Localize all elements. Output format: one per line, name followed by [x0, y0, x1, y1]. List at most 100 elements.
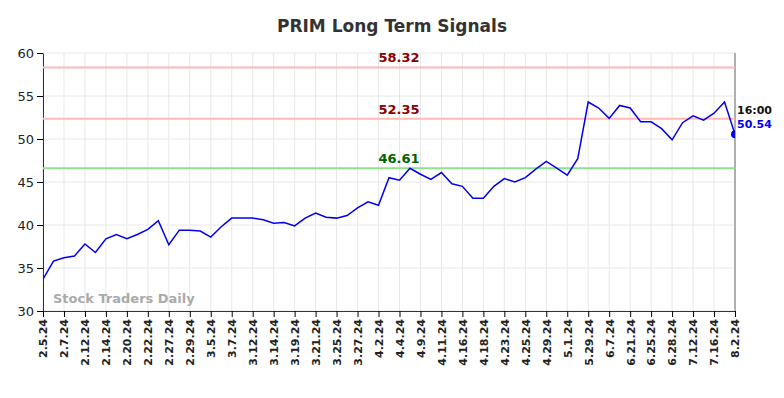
reference-line	[43, 66, 735, 68]
grid-line	[252, 53, 253, 311]
y-tick: 40	[17, 218, 43, 233]
x-tick: 3.14.24	[268, 311, 281, 366]
x-tick-label: 5.1.24	[562, 319, 575, 358]
grid-line	[420, 53, 421, 311]
x-tick-mark	[693, 311, 694, 317]
grid-line	[43, 225, 735, 226]
x-tick-mark	[106, 311, 107, 317]
x-tick: 6.28.24	[666, 311, 679, 366]
time-label: 16:00	[737, 104, 772, 117]
x-tick: 5.1.24	[562, 311, 575, 358]
x-tick-label: 7.12.24	[687, 319, 700, 366]
grid-line	[315, 53, 316, 311]
grid-line	[378, 53, 379, 311]
x-tick-mark	[190, 311, 191, 317]
grid-line	[43, 96, 735, 97]
x-tick-mark	[85, 311, 86, 317]
grid-line	[693, 53, 694, 311]
y-tick-mark	[37, 96, 43, 97]
x-tick-label: 5.29.24	[583, 319, 596, 366]
x-tick-mark	[127, 311, 128, 317]
grid-line	[231, 53, 232, 311]
grid-line	[273, 53, 274, 311]
y-tick: 30	[17, 304, 43, 319]
x-tick: 2.7.24	[58, 311, 71, 358]
x-tick: 4.2.24	[373, 311, 386, 358]
y-tick-mark	[37, 268, 43, 269]
y-axis: 30354045505560	[17, 46, 43, 319]
x-tick: 6.25.24	[645, 311, 658, 366]
last-point	[731, 130, 735, 138]
x-tick-mark	[420, 311, 421, 317]
grid-line	[735, 53, 736, 311]
x-tick: 3.27.24	[352, 311, 365, 366]
x-tick-mark	[462, 311, 463, 317]
x-tick: 4.18.24	[478, 311, 491, 366]
x-tick: 3.25.24	[331, 311, 344, 366]
watermark: Stock Traders Daily	[53, 291, 195, 306]
grid-line	[43, 311, 735, 312]
x-tick: 8.2.24	[729, 311, 742, 358]
y-tick-label: 30	[17, 304, 34, 319]
x-tick: 3.7.24	[226, 311, 239, 358]
x-tick-label: 4.25.24	[520, 319, 533, 366]
x-tick-label: 3.19.24	[289, 319, 302, 366]
y-tick-label: 60	[17, 46, 34, 61]
x-tick-mark	[232, 311, 233, 317]
x-tick-mark	[399, 311, 400, 317]
grid-line	[168, 53, 169, 311]
x-tick-mark	[441, 311, 442, 317]
x-tick-mark	[316, 311, 317, 317]
grid-line	[546, 53, 547, 311]
x-tick-label: 4.18.24	[478, 319, 491, 366]
y-tick-label: 55	[17, 89, 34, 104]
x-tick-label: 4.4.24	[394, 319, 407, 358]
x-tick: 4.25.24	[520, 311, 533, 366]
x-tick-mark	[651, 311, 652, 317]
x-tick-label: 2.5.24	[37, 319, 50, 358]
x-tick: 3.5.24	[205, 311, 218, 358]
y-tick: 60	[17, 46, 43, 61]
x-tick-label: 6.25.24	[645, 319, 658, 366]
y-tick: 55	[17, 89, 43, 104]
x-tick-label: 6.7.24	[604, 319, 617, 358]
plot: 303540455055602.5.242.7.242.12.242.14.24…	[17, 46, 772, 366]
x-tick-label: 3.14.24	[268, 319, 281, 366]
y-tick-mark	[37, 139, 43, 140]
grid-line	[210, 53, 211, 311]
frame-right	[734, 53, 736, 311]
x-tick-label: 4.2.24	[373, 319, 386, 358]
grid-line	[714, 53, 715, 311]
x-tick-label: 4.23.24	[499, 319, 512, 366]
x-tick-label: 6.21.24	[625, 319, 638, 366]
last-value-label: 50.54	[737, 118, 772, 131]
chart: 303540455055602.5.242.7.242.12.242.14.24…	[0, 0, 784, 398]
x-tick-mark	[64, 311, 65, 317]
x-tick-label: 2.27.24	[163, 319, 176, 366]
x-tick-mark	[630, 311, 631, 317]
x-axis: 2.5.242.7.242.12.242.14.242.20.242.22.24…	[37, 311, 742, 366]
grid-line	[147, 53, 148, 311]
grid-line	[462, 53, 463, 311]
x-tick-mark	[43, 311, 44, 317]
x-tick-label: 2.7.24	[58, 319, 71, 358]
grid-line	[43, 139, 735, 140]
grid-line	[336, 53, 337, 311]
x-tick-mark	[169, 311, 170, 317]
x-tick: 2.14.24	[100, 311, 113, 366]
grid-line	[567, 53, 568, 311]
grid-line	[357, 53, 358, 311]
y-tick-mark	[37, 311, 43, 312]
x-tick-mark	[609, 311, 610, 317]
x-tick-mark	[588, 311, 589, 317]
x-tick: 4.11.24	[436, 311, 449, 366]
x-tick-label: 2.20.24	[121, 319, 134, 366]
x-tick: 6.21.24	[625, 311, 638, 366]
grid-line	[504, 53, 505, 311]
grid-line	[105, 53, 106, 311]
x-tick-label: 2.29.24	[184, 319, 197, 366]
x-tick: 2.22.24	[142, 311, 155, 366]
x-tick: 3.12.24	[247, 311, 260, 366]
title: PRIM Long Term Signals	[277, 16, 507, 36]
grid-line	[84, 53, 85, 311]
